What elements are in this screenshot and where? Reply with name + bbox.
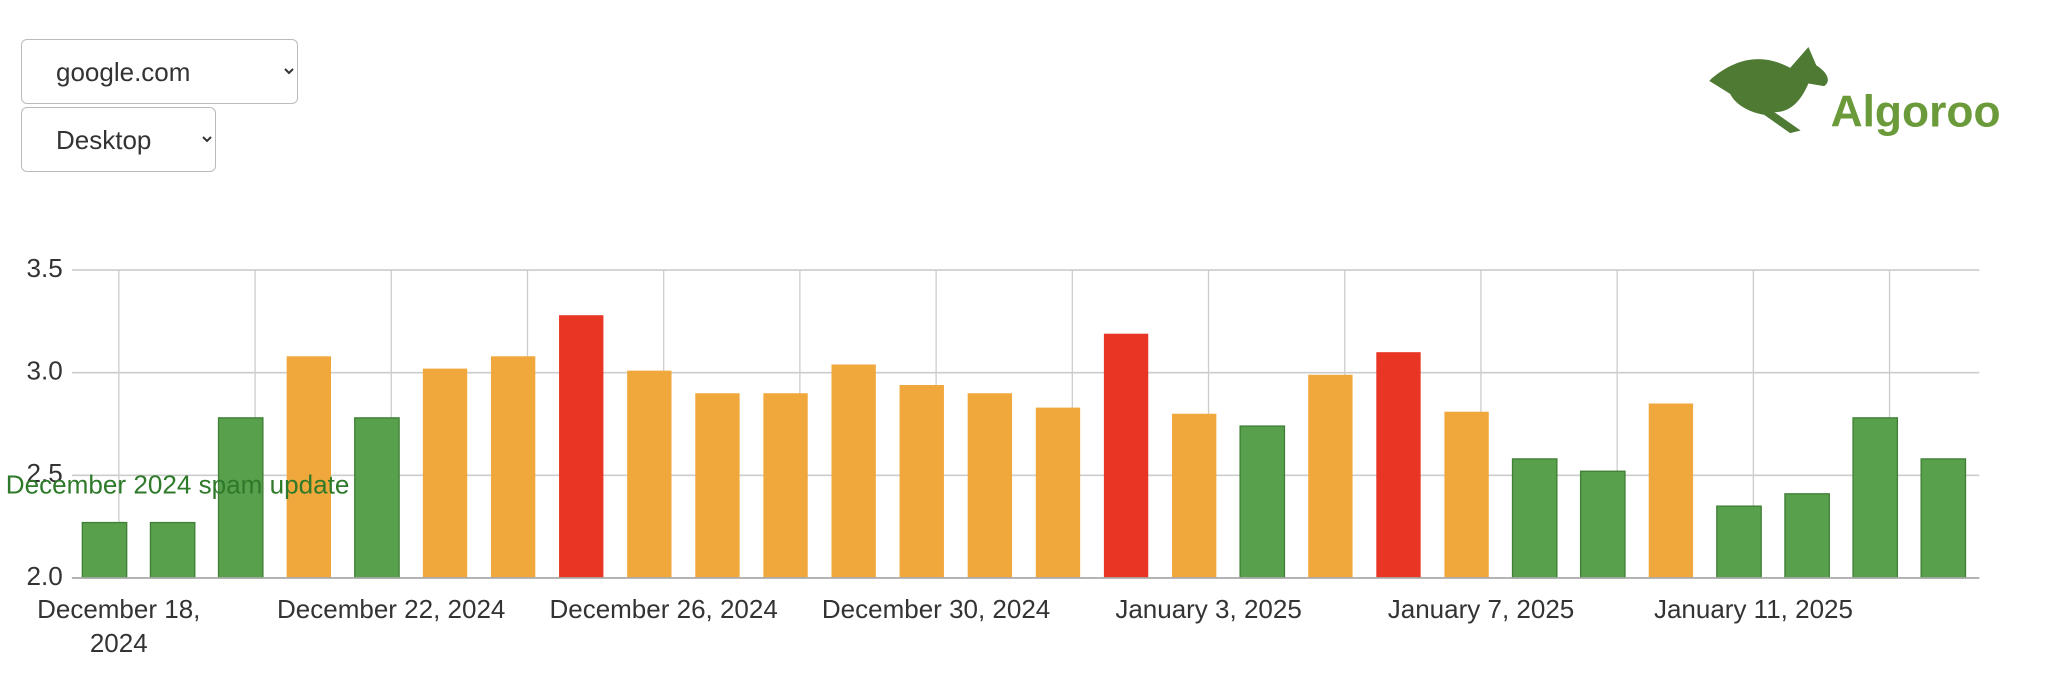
annotation: December 2024 spam update (6, 470, 350, 500)
bar (1103, 333, 1149, 578)
bar (967, 393, 1013, 578)
bar (1239, 425, 1286, 579)
x-tick-label: January 7, 2025 (1387, 594, 1575, 624)
x-tick-label: December 22, 2024 (277, 594, 506, 624)
bar (1171, 413, 1217, 578)
bar (1716, 505, 1762, 579)
x-tick-label: January 11, 2025 (1653, 594, 1853, 624)
x-tick-label: January 3, 2025 (1115, 594, 1302, 624)
y-tick-label: 2.0 (26, 561, 62, 591)
bar (695, 393, 740, 578)
bar (422, 368, 468, 578)
bar (1579, 470, 1626, 579)
bar (1648, 403, 1694, 578)
bar (763, 393, 808, 578)
bar (831, 364, 876, 578)
bar (81, 521, 128, 579)
bar (490, 356, 536, 578)
logo: Algoroo (1709, 46, 2001, 137)
logo-text: Algoroo (1831, 88, 2001, 137)
kangaroo (1709, 46, 1828, 134)
bar (1444, 411, 1489, 578)
site-select[interactable]: google.com (21, 39, 298, 104)
bar (286, 356, 332, 578)
x-tick-label: December 18, 2024 (37, 594, 201, 658)
bar (1920, 458, 1967, 579)
device-select[interactable]: Desktop (21, 107, 216, 172)
x-tick-label: December 26, 2024 (549, 594, 778, 624)
bar (354, 417, 400, 579)
bar (1511, 458, 1558, 579)
bar (149, 521, 196, 579)
bar (1852, 417, 1899, 579)
y-tick-label: 3.5 (26, 253, 62, 283)
y-tick-label: 2.5 (26, 458, 62, 488)
bar (627, 370, 672, 578)
bar (559, 315, 604, 578)
bar (1035, 407, 1081, 578)
bar (899, 385, 944, 578)
x-tick-label: December 30, 2024 (821, 594, 1051, 624)
bar (1784, 493, 1830, 579)
y-tick-label: 3.0 (26, 356, 62, 386)
bar (1308, 374, 1353, 578)
bar (1376, 352, 1421, 578)
